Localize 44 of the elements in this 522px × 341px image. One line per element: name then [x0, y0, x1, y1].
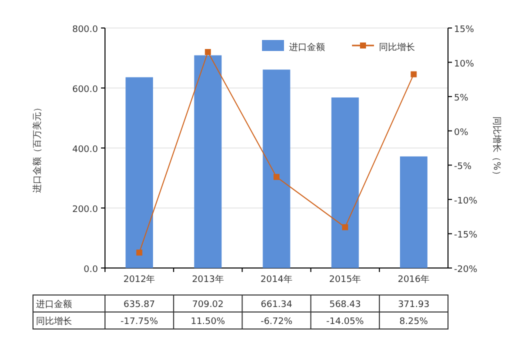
bar — [331, 97, 359, 268]
data-label: 661.34 — [260, 300, 293, 310]
point — [410, 71, 417, 78]
y-axis-title: 进口金额（百万美元） — [32, 103, 43, 193]
point — [136, 250, 142, 256]
data-label: 8.25% — [399, 317, 428, 327]
point — [274, 174, 280, 180]
point — [204, 49, 211, 55]
data-label: -17.75% — [120, 317, 159, 327]
data-label: -14.05% — [326, 317, 364, 327]
bar — [126, 77, 154, 268]
legend-label: 进口金额 — [289, 42, 325, 53]
bar — [400, 156, 428, 268]
x-tick-label: 2013年 — [192, 274, 224, 285]
text: 进口金额 — [36, 300, 72, 310]
y2-tick-label: 10% — [454, 59, 474, 70]
text: 同比增长 — [36, 317, 72, 327]
y2-tick-label: -10% — [454, 196, 478, 206]
y2-tick-label: -5% — [454, 162, 472, 172]
bar — [262, 70, 290, 268]
data-label: 11.50% — [190, 317, 226, 327]
data-label: 568.43 — [329, 300, 361, 310]
point — [342, 224, 348, 230]
data-label: 635.87 — [124, 300, 156, 310]
data-label: 709.02 — [192, 300, 224, 310]
x-tick-label: 2012年 — [123, 274, 156, 285]
y2-tick-label: 15% — [454, 25, 474, 35]
y-tick-label: 400.0 — [72, 145, 98, 155]
y2-tick-label: -20% — [454, 265, 478, 275]
data-label: -6.72% — [260, 317, 293, 327]
y-tick-label: 200.0 — [72, 205, 98, 215]
y2-tick-label: 5% — [454, 94, 469, 104]
y2-tick-label: 0% — [454, 128, 469, 138]
data-label: 371.93 — [398, 300, 430, 310]
y2-tick-label: -15% — [454, 230, 478, 241]
y-tick-label: 0.0 — [84, 265, 98, 275]
y-tick-label: 800.0 — [72, 25, 98, 35]
x-tick-label: 2016年 — [398, 274, 430, 285]
x-tick-label: 2015年 — [329, 274, 362, 285]
y-tick-label: 600.0 — [72, 85, 98, 95]
x-tick-label: 2014年 — [260, 274, 292, 285]
bar — [194, 55, 222, 268]
legend-label: 同比增长 — [379, 42, 415, 53]
y2-axis-title: 同比增长（%） — [491, 116, 502, 180]
